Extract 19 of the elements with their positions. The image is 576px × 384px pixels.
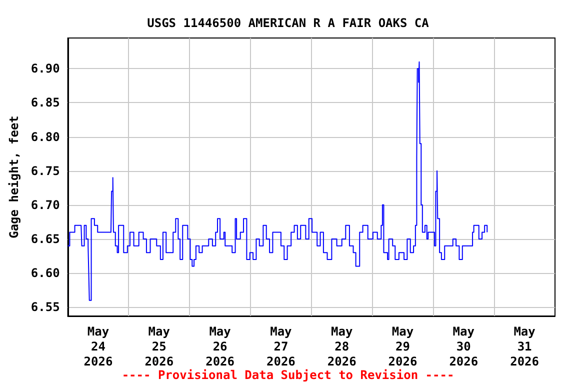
x-tick-label: May 29 2026 [388, 324, 418, 368]
chart-title: USGS 11446500 AMERICAN R A FAIR OAKS CA [147, 16, 430, 30]
y-tick-label: 6.55 [30, 300, 60, 314]
x-tick-label: May 26 2026 [206, 324, 234, 368]
y-tick-label: 6.60 [30, 266, 60, 280]
y-tick-label: 6.70 [30, 198, 60, 212]
x-tick-label: May 31 2026 [510, 324, 540, 368]
x-tick-label: May 27 2026 [266, 324, 296, 368]
y-tick-label: 6.90 [30, 62, 60, 76]
x-tick-label: May 28 2026 [327, 324, 356, 368]
y-tick-label: 6.80 [30, 130, 60, 144]
x-tick-label: May 30 2026 [449, 324, 478, 368]
x-tick-label: May 25 2026 [144, 324, 174, 368]
y-tick-label: 6.65 [30, 232, 60, 246]
text: ---- Provisional Data Subject to Revision ---- [122, 368, 454, 382]
x-tick-label: May 24 2026 [84, 324, 113, 368]
y-tick-label: 6.75 [30, 164, 60, 178]
y-tick-label: 6.85 [30, 96, 60, 110]
y-axis-title: Gage height, feet [7, 116, 21, 238]
